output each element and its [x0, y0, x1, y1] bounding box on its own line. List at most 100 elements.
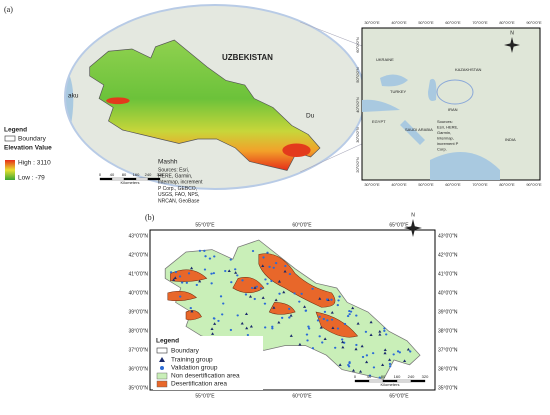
training-point	[406, 347, 410, 351]
training-point	[283, 269, 287, 273]
validation-point	[341, 338, 344, 341]
inset-labels: Sources:Esri, HERE,Garmin,Intermap,incre…	[355, 20, 542, 187]
lon-label: 60°0'0"E	[292, 393, 312, 399]
validation-point	[383, 329, 386, 332]
validation-point	[322, 317, 325, 321]
training-point	[261, 264, 265, 268]
validation-point	[365, 354, 369, 357]
graticule-labels: 55°0'0"E 55°0'0"E 60°0'0"E 60°0'0"E 65°0'0"E…	[129, 222, 458, 399]
validation-point	[388, 362, 392, 366]
lat-label: 30°0'0"N	[355, 127, 360, 143]
lon-label: 70°0'0"E	[472, 182, 488, 187]
validation-point	[270, 279, 273, 283]
sources-line: Sources: Esri,	[158, 167, 189, 173]
validation-point	[336, 304, 339, 307]
legend-title: Legend	[156, 338, 179, 345]
lat-label: 38°0'0"N	[438, 328, 458, 334]
validation-point	[263, 302, 267, 305]
sources-line: Corp.	[437, 147, 447, 152]
validation-point	[346, 315, 350, 318]
lat-label: 40°0'0"N	[438, 290, 458, 296]
map-label: UZBEKISTAN	[222, 53, 273, 62]
training-point	[289, 334, 293, 337]
validation-point	[398, 351, 401, 354]
lon-label: 90°0'0"E	[526, 20, 542, 25]
lat-label: 20°0'0"N	[355, 157, 360, 173]
validation-point	[198, 249, 202, 252]
validation-point	[246, 333, 250, 337]
training-point	[403, 359, 407, 363]
desertification-area	[167, 253, 359, 338]
validation-point	[222, 302, 225, 305]
lat-label: 50°0'0"N	[355, 67, 360, 83]
scale-tick-label: 320	[422, 374, 429, 379]
validation-point	[293, 292, 296, 295]
sources-line: Intermap,	[437, 136, 454, 141]
validation-point	[268, 265, 271, 268]
validation-point	[271, 325, 274, 328]
north-label: N	[510, 30, 514, 36]
lat-label: 42°0'0"N	[129, 252, 149, 258]
validation-point	[260, 287, 263, 290]
scale-bar: 0 40 80 160 240 320 Kilometers	[99, 172, 164, 185]
legend-swatch	[156, 380, 168, 388]
training-point	[318, 297, 322, 300]
lat-label: 41°0'0"N	[129, 271, 149, 277]
legend-item: Validation group	[171, 365, 218, 372]
training-point	[172, 278, 176, 281]
lat-label: 60°0'0"N	[355, 37, 360, 53]
validation-point	[372, 366, 376, 369]
legend-swatch	[156, 347, 168, 354]
validation-point	[174, 270, 178, 274]
lat-label: 39°0'0"N	[129, 309, 149, 315]
lat-label: 37°0'0"N	[438, 347, 458, 353]
validation-point	[272, 266, 275, 269]
training-point	[213, 322, 217, 325]
training-point	[323, 337, 327, 340]
validation-point	[396, 350, 400, 353]
training-point	[248, 294, 253, 298]
validation-point	[236, 274, 239, 277]
validation-point	[383, 327, 386, 330]
validation-point	[311, 287, 314, 290]
training-point	[365, 360, 369, 364]
legend-item: Boundary	[171, 348, 200, 355]
country-label: UKRAINE	[376, 57, 394, 62]
legend-swatch	[156, 372, 168, 380]
training-point	[249, 324, 253, 328]
desertification-map	[163, 238, 422, 381]
validation-point	[210, 282, 213, 285]
scale-tick-label: 80	[381, 374, 386, 379]
validation-point	[210, 272, 213, 275]
validation-point	[323, 310, 327, 313]
validation-point	[347, 365, 351, 368]
validation-point	[253, 297, 256, 301]
training-point	[190, 309, 194, 313]
validation-point	[195, 283, 198, 287]
map-label: Du	[306, 113, 315, 120]
training-point	[330, 310, 334, 314]
panel-label: (b)	[145, 213, 155, 222]
validation-point	[325, 298, 329, 301]
training-point	[356, 321, 360, 325]
country-label: EGYPT	[372, 119, 386, 124]
training-point	[261, 296, 265, 299]
training-point	[277, 320, 281, 324]
map-label: Mashh	[158, 159, 178, 166]
lon-label: 90°0'0"E	[526, 182, 542, 187]
validation-point	[318, 315, 321, 318]
training-point	[369, 320, 373, 324]
lon-label: 65°0'0"E	[389, 393, 409, 399]
validation-point	[321, 341, 324, 344]
scale-tick-label: 240	[408, 374, 415, 379]
validation-point	[266, 282, 269, 285]
validation-point	[179, 295, 182, 298]
validation-point	[217, 319, 220, 322]
validation-point	[307, 325, 310, 328]
north-label: N	[411, 212, 415, 218]
training-point	[277, 279, 281, 283]
scale-tick-label: 80	[122, 172, 127, 177]
turkmenistan-elevation	[88, 38, 322, 172]
validation-point	[305, 333, 309, 336]
map-label: aku	[68, 93, 79, 100]
